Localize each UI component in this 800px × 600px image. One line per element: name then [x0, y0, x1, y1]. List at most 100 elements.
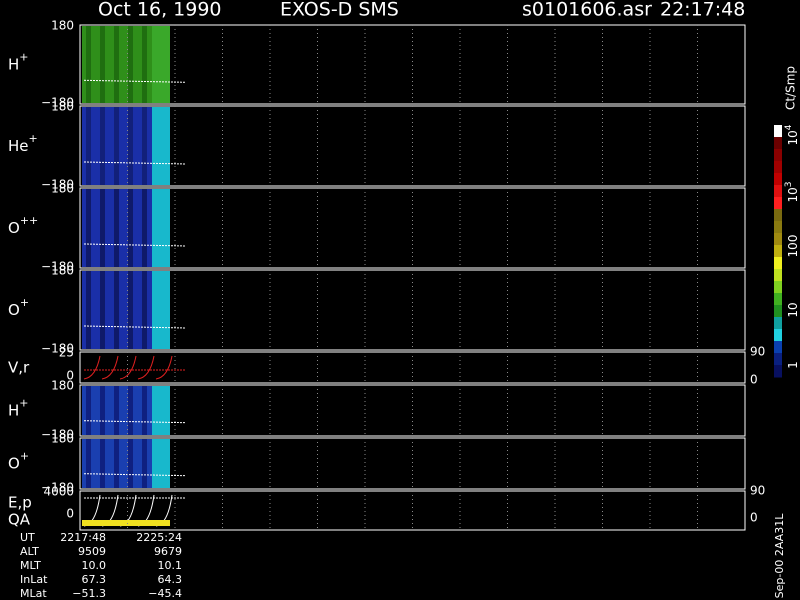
- y2-tick-label: 90: [750, 345, 765, 359]
- table-value: 2217:48: [60, 531, 106, 544]
- table-value: 10.1: [158, 559, 183, 572]
- charge: ++: [20, 214, 38, 227]
- spectrogram-stripe: [142, 386, 147, 435]
- colorbar-label: 100: [786, 235, 800, 258]
- colorbar-swatch: [774, 257, 782, 270]
- trace: [83, 325, 187, 329]
- colorbar-swatch: [774, 341, 782, 354]
- colorbar-swatch: [774, 353, 782, 366]
- species: O: [8, 454, 20, 472]
- panel-label: H+: [8, 51, 29, 74]
- colorbar-swatch: [774, 365, 782, 378]
- y-tick-label: 25: [59, 346, 74, 360]
- charge: +: [19, 397, 28, 410]
- y-tick-label: 180: [51, 182, 74, 196]
- colorbar-swatch: [774, 197, 782, 210]
- y-tick-label: −180: [41, 96, 74, 110]
- colorbar-base: 1: [786, 361, 800, 369]
- qa-bar: [82, 520, 170, 526]
- colorbar-base: 10: [786, 130, 800, 145]
- table-value: 9509: [78, 545, 106, 558]
- colorbar-swatch: [774, 125, 782, 138]
- spectrogram-stripe: [128, 26, 133, 103]
- panel-label: V,r: [8, 358, 30, 376]
- y-tick-label: 180: [51, 432, 74, 446]
- colorbar-swatch: [774, 149, 782, 162]
- spectrogram-stripe: [114, 189, 119, 267]
- spectrogram-stripe: [142, 189, 147, 267]
- trace: [83, 494, 173, 527]
- colorbar-swatch: [774, 209, 782, 222]
- table-value: −45.4: [148, 587, 182, 600]
- charge: +: [20, 450, 29, 463]
- spectrogram-stripe: [114, 26, 119, 103]
- colorbar-swatch: [774, 329, 782, 342]
- table-value: −51.3: [72, 587, 106, 600]
- spectrogram-edge: [152, 26, 170, 103]
- colorbar-exp: 3: [784, 181, 794, 187]
- file-name: s0101606.asr: [522, 0, 652, 21]
- colorbar-swatch: [774, 269, 782, 282]
- spectrogram-stripe: [114, 439, 119, 488]
- species: He: [8, 137, 29, 155]
- species: V,r: [8, 358, 30, 376]
- spectrogram-edge: [152, 107, 170, 185]
- y-tick-label: 180: [51, 379, 74, 393]
- y-tick-label: 0: [66, 507, 74, 521]
- colorbar-swatch: [774, 233, 782, 246]
- panel-label: H+: [8, 397, 29, 420]
- table-value: 2225:24: [136, 531, 182, 544]
- panel-label: QA: [8, 511, 31, 529]
- trace: [83, 79, 187, 83]
- spectrogram-stripe: [142, 271, 147, 349]
- spectrogram-stripe: [142, 26, 147, 103]
- spectrogram-stripe: [100, 386, 105, 435]
- trace: [83, 161, 187, 165]
- table-key: UT: [20, 531, 35, 544]
- spectrogram-stripe: [100, 271, 105, 349]
- panel-label: E,p: [8, 493, 32, 511]
- charge: +: [29, 132, 38, 145]
- y-tick-label: −180: [41, 178, 74, 192]
- spectrogram-stripe: [128, 386, 133, 435]
- table-key: MLat: [20, 587, 47, 600]
- charge: +: [20, 296, 29, 309]
- spectrogram-edge: [152, 439, 170, 488]
- y-tick-label: −180: [41, 260, 74, 274]
- spectrogram-stripe: [100, 439, 105, 488]
- y-tick-label: −180: [41, 481, 74, 495]
- spectrogram-stripe: [86, 107, 91, 185]
- colorbar-label: 103: [784, 181, 800, 202]
- table-value: 64.3: [158, 573, 183, 586]
- panel-label: O+: [8, 450, 29, 473]
- colorbar-label: 104: [784, 124, 800, 145]
- y-tick-label: 180: [51, 100, 74, 114]
- spectrogram-edge: [152, 271, 170, 349]
- colorbar-swatch: [774, 221, 782, 234]
- spectrogram-edge: [152, 386, 170, 435]
- table-key: MLT: [20, 559, 41, 572]
- colorbar-swatch: [774, 317, 782, 330]
- spectrogram-edge: [152, 189, 170, 267]
- spectrogram-stripe: [114, 271, 119, 349]
- spectrogram-stripe: [128, 107, 133, 185]
- y2-tick-label: 0: [750, 373, 758, 387]
- spectrogram-stripe: [100, 107, 105, 185]
- y-tick-label: 180: [51, 264, 74, 278]
- spectrogram-stripe: [128, 271, 133, 349]
- species: O: [8, 219, 20, 237]
- colorbar-swatch: [774, 281, 782, 294]
- footer: Sep-00 2AA31L: [773, 513, 786, 599]
- table-value: 67.3: [82, 573, 107, 586]
- species: H: [8, 55, 19, 73]
- trace: [83, 473, 187, 477]
- spectrogram-stripe: [86, 439, 91, 488]
- spectrogram-stripe: [86, 271, 91, 349]
- spectrogram-stripe: [142, 107, 147, 185]
- table-key: ALT: [20, 545, 39, 558]
- colorbar-swatch: [774, 245, 782, 258]
- trace: [83, 355, 173, 380]
- panel-label: He+: [8, 132, 38, 155]
